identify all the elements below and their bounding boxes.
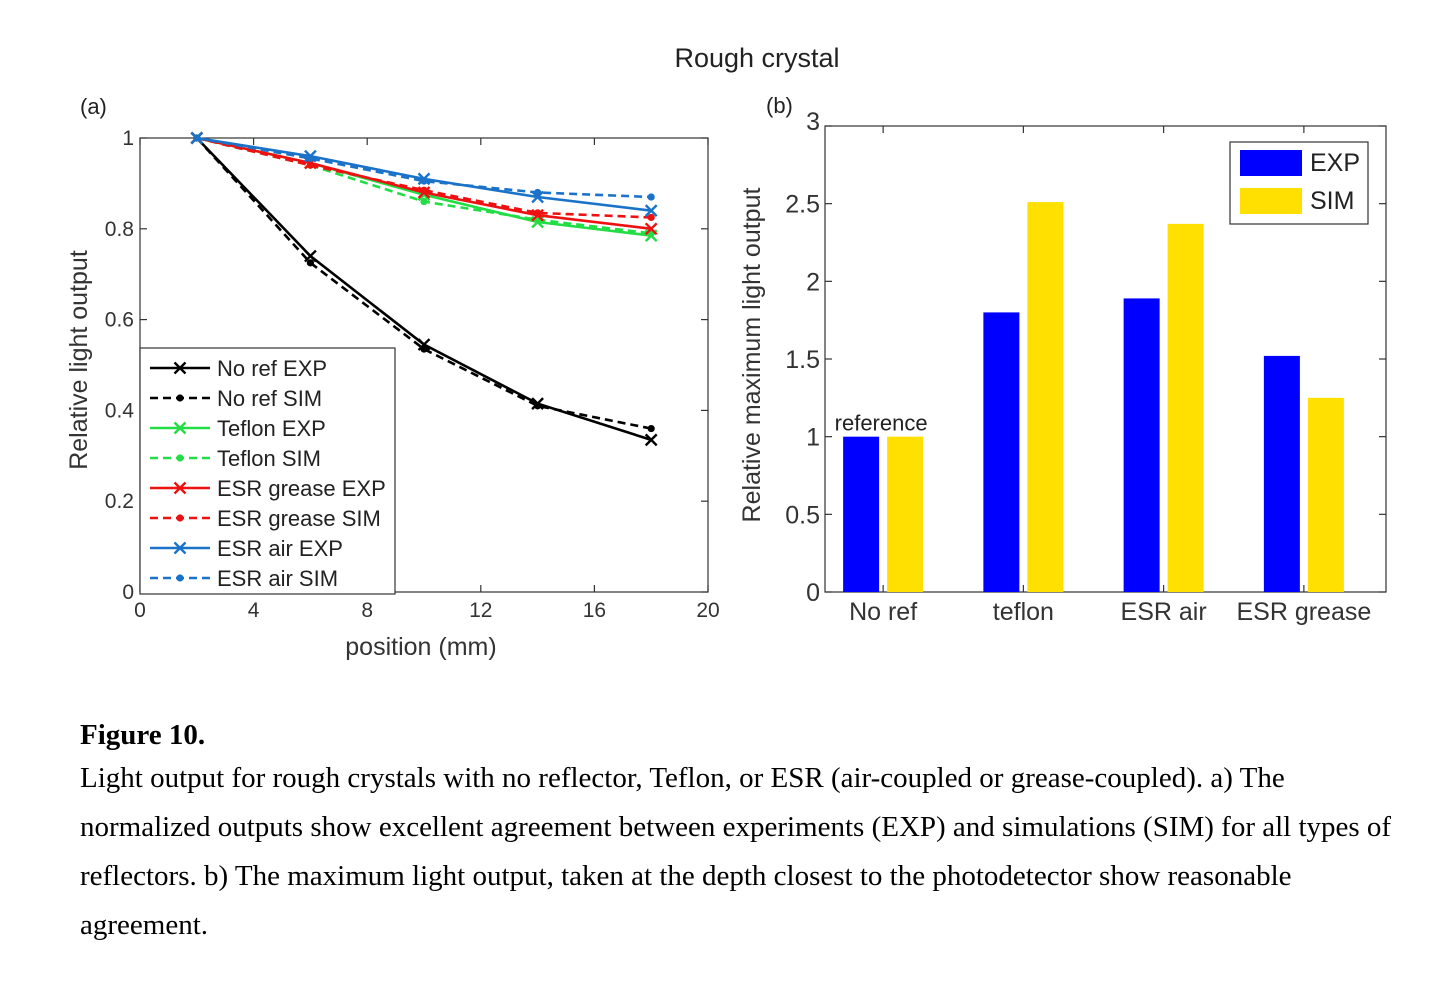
bar-sim [887, 436, 924, 592]
legend-label: Teflon SIM [217, 446, 321, 471]
legend-entry: No ref SIM [150, 386, 322, 411]
legend-entry: EXP [1240, 149, 1360, 177]
x-marker [417, 338, 431, 351]
legend-label: ESR grease EXP [217, 476, 386, 501]
panel-b-y-axis-label: Relative maximum light output [738, 188, 766, 523]
panel-a-label: (a) [80, 94, 107, 119]
legend-entry: Teflon SIM [150, 446, 321, 471]
dot-marker [306, 259, 314, 267]
panel-b: (b) 0 0.5 1 1.5 2 2.5 3 No ref teflon ESR air ESR … [738, 93, 1387, 626]
legend-entry: ESR air EXP [150, 536, 343, 561]
dot-marker [534, 209, 542, 217]
series-esr-air-sim [193, 134, 655, 201]
caption-label: Figure 10. [80, 719, 206, 751]
figure-title: Rough crystal [674, 43, 839, 73]
legend-entry: No ref EXP [150, 356, 327, 381]
dot-marker [176, 514, 184, 522]
legend-label: No ref SIM [217, 386, 322, 411]
legend-label: ESR air SIM [217, 566, 338, 591]
dot-marker [647, 213, 655, 222]
reference-annotation: reference [835, 411, 928, 436]
legend-swatch [1240, 188, 1302, 214]
dot-marker [534, 188, 542, 197]
dot-marker [176, 574, 184, 582]
dot-marker [420, 186, 428, 194]
x-category-label: teflon [993, 598, 1054, 626]
bar-exp [843, 436, 880, 592]
legend-swatch [1240, 150, 1302, 176]
legend-box [139, 347, 396, 595]
y-tick-label: 1.5 [785, 346, 820, 374]
legend-entry: ESR grease SIM [150, 506, 381, 531]
x-tick-label: 20 [696, 599, 719, 622]
x-marker [304, 249, 317, 263]
legend-entry: SIM [1240, 187, 1354, 215]
legend-label: ESR air EXP [217, 536, 343, 561]
panel-b-legend: EXP SIM [1229, 141, 1369, 225]
x-marker [173, 541, 187, 555]
x-category-label: ESR air [1121, 598, 1207, 626]
bar-exp [983, 312, 1020, 592]
x-marker [644, 433, 658, 447]
bar-sim [1027, 202, 1064, 592]
dot-marker [647, 193, 655, 201]
y-tick-label: 1 [806, 424, 820, 452]
y-tick-label: 2 [806, 268, 820, 296]
bar-exp [1123, 298, 1160, 592]
dot-marker [420, 177, 428, 185]
bar-sim [1167, 223, 1204, 593]
legend-entry: ESR grease EXP [150, 476, 386, 501]
series-no-ref-exp [190, 131, 658, 447]
dot-marker [306, 154, 314, 163]
y-tick-label: 0.6 [105, 309, 134, 332]
x-marker [644, 222, 658, 236]
panel-a-legend: No ref EXP No ref SIM Teflon EXP Teflon SIM… [139, 347, 396, 595]
x-tick-label: 0 [134, 599, 146, 622]
legend-label: Teflon EXP [217, 416, 326, 441]
y-tick-label: 0.8 [105, 218, 134, 241]
x-marker [173, 421, 187, 435]
bar-sim [1307, 397, 1344, 592]
x-marker [173, 361, 187, 375]
dot-marker [534, 402, 542, 410]
panel-a-x-axis-label: position (mm) [345, 633, 496, 661]
y-tick-label: 0.5 [785, 501, 820, 529]
x-marker [173, 481, 187, 495]
caption-text: Light output for rough crystals with no … [80, 762, 1392, 941]
y-tick-label: 0 [122, 581, 134, 604]
dot-marker [420, 345, 428, 353]
x-category-label: No ref [849, 598, 917, 626]
y-tick-label: 2.5 [785, 191, 820, 219]
x-tick-label: 12 [469, 599, 492, 622]
legend-label: EXP [1310, 149, 1360, 177]
bar-exp [1263, 355, 1300, 592]
figure-caption: Figure 10. Light output for rough crysta… [80, 716, 1400, 950]
series-line [196, 136, 652, 199]
x-tick-label: 16 [583, 599, 606, 622]
dot-marker [176, 454, 184, 462]
dot-marker [306, 161, 314, 169]
x-tick-label: 8 [361, 599, 373, 622]
panel-b-label: (b) [766, 93, 793, 118]
y-tick-label: 0 [806, 579, 820, 607]
panel-a-y-axis-label: Relative light output [65, 250, 93, 470]
dot-marker [647, 424, 655, 433]
legend-label: SIM [1310, 187, 1354, 215]
y-tick-label: 0.2 [105, 490, 134, 513]
x-category-label: ESR grease [1236, 598, 1371, 626]
x-tick-label: 4 [248, 599, 260, 622]
legend-entry: Teflon EXP [150, 416, 326, 441]
dot-marker [176, 394, 184, 402]
legend-entry: ESR air SIM [150, 566, 338, 591]
y-tick-label: 3 [806, 108, 820, 136]
legend-label: No ref EXP [217, 356, 327, 381]
dot-marker [193, 134, 201, 142]
dot-marker [420, 197, 428, 206]
y-tick-label: 1 [122, 127, 134, 150]
legend-label: ESR grease SIM [217, 506, 381, 531]
y-tick-label: 0.4 [105, 399, 135, 422]
figure: Rough crystal (a) 0 4 8 12 16 2000.20.40.60.8… [65, 43, 1387, 661]
x-marker [644, 204, 658, 217]
